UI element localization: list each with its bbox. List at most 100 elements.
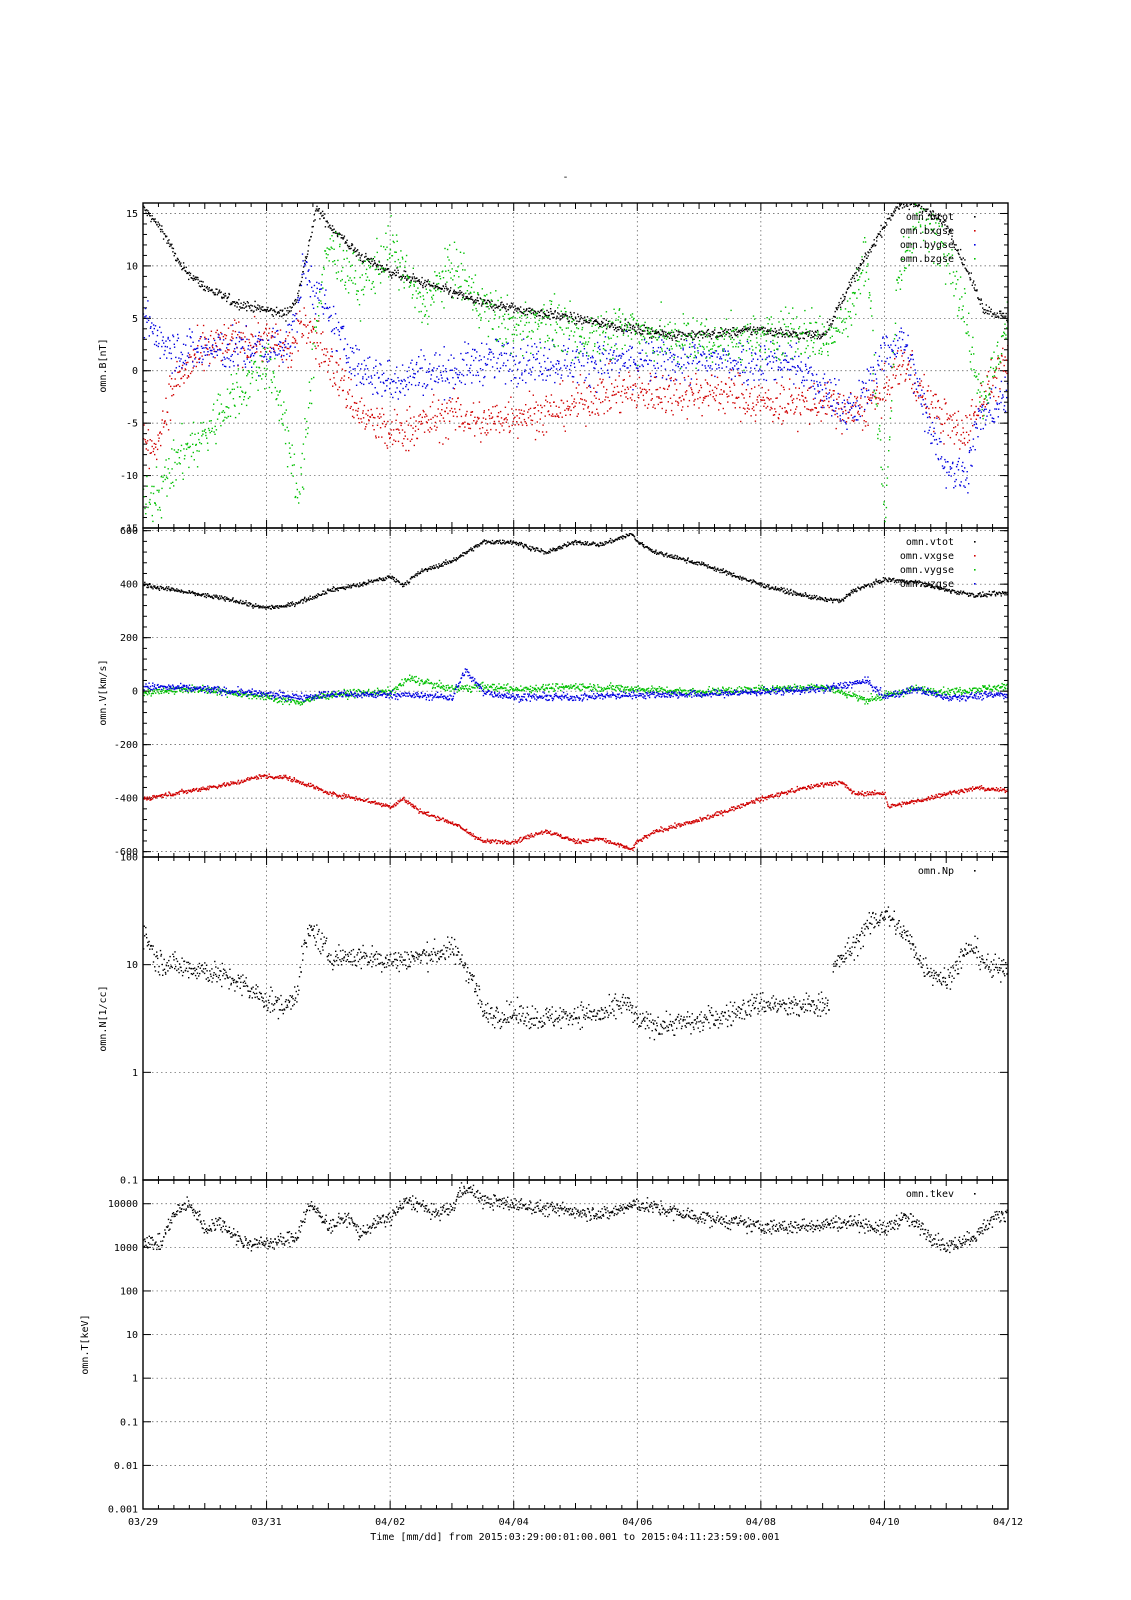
- data-point: [265, 309, 267, 311]
- data-point: [524, 310, 526, 313]
- data-point: [564, 430, 566, 432]
- data-point: [171, 448, 173, 450]
- data-point: [475, 307, 477, 310]
- data-point: [842, 411, 844, 413]
- data-point: [638, 328, 640, 330]
- data-point: [339, 243, 341, 246]
- data-point: [962, 263, 964, 265]
- data-point: [759, 368, 761, 370]
- data-point: [390, 378, 393, 381]
- data-point: [818, 392, 820, 394]
- data-point: [1002, 396, 1004, 398]
- data-point: [252, 355, 255, 357]
- data-point: [430, 304, 432, 306]
- data-point: [582, 403, 584, 405]
- data-point: [569, 414, 571, 416]
- data-point: [646, 407, 649, 409]
- data-point: [466, 297, 469, 299]
- data-point: [349, 265, 352, 268]
- data-point: [262, 373, 264, 375]
- data-point: [858, 267, 860, 269]
- data-point: [210, 352, 212, 355]
- data-point: [239, 386, 242, 388]
- data-point: [553, 316, 555, 319]
- data-point: [717, 332, 719, 334]
- data-point: [393, 272, 395, 275]
- data-point: [547, 368, 550, 371]
- data-point: [719, 358, 721, 360]
- data-point: [311, 303, 314, 306]
- data-point: [673, 334, 676, 336]
- data-point: [266, 368, 268, 370]
- data-point: [738, 374, 740, 377]
- data-point: [597, 414, 600, 416]
- data-point: [500, 352, 502, 354]
- data-point: [275, 398, 277, 401]
- data-point: [423, 431, 426, 433]
- data-point: [517, 382, 519, 385]
- data-point: [434, 271, 436, 273]
- data-point: [409, 440, 412, 442]
- data-point: [611, 368, 613, 371]
- data-point: [206, 286, 208, 289]
- data-point: [241, 390, 243, 392]
- data-point: [357, 373, 359, 375]
- data-point: [909, 201, 910, 202]
- data-point: [160, 331, 162, 334]
- data-point: [864, 425, 867, 427]
- data-point: [741, 383, 743, 386]
- data-point: [359, 259, 362, 262]
- data-point: [215, 331, 217, 334]
- data-point: [442, 270, 444, 272]
- data-point: [175, 367, 177, 369]
- data-point: [826, 331, 828, 333]
- data-point: [873, 239, 875, 241]
- data-point: [399, 266, 401, 268]
- data-point: [964, 267, 966, 269]
- data-point: [156, 224, 158, 226]
- data-point: [410, 383, 413, 386]
- data-point: [707, 328, 710, 331]
- data-point: [157, 509, 159, 511]
- data-point: [310, 329, 312, 332]
- data-point: [325, 348, 328, 350]
- data-point: [361, 421, 363, 423]
- data-point: [332, 240, 335, 242]
- data-point: [822, 400, 825, 402]
- data-point: [422, 286, 424, 289]
- data-point: [359, 381, 361, 383]
- data-point: [287, 430, 290, 432]
- data-point: [618, 375, 620, 377]
- data-point: [268, 332, 270, 334]
- data-point: [299, 322, 301, 325]
- data-point: [143, 424, 145, 426]
- data-point: [704, 397, 706, 399]
- data-point: [605, 328, 608, 330]
- data-point: [362, 378, 364, 380]
- data-point: [515, 307, 517, 310]
- data-point: [573, 406, 575, 409]
- data-point: [388, 432, 390, 434]
- data-point: [236, 306, 238, 308]
- data-point: [835, 427, 837, 430]
- data-point: [408, 381, 410, 384]
- data-point: [911, 200, 912, 201]
- data-point: [222, 363, 224, 366]
- data-point: [207, 288, 209, 290]
- data-point: [941, 423, 944, 426]
- data-point: [866, 368, 868, 370]
- data-point: [950, 231, 952, 233]
- data-point: [295, 301, 298, 303]
- data-point: [572, 350, 574, 352]
- data-point: [336, 350, 338, 352]
- data-point: [155, 221, 157, 224]
- data-point: [149, 503, 151, 505]
- data-point: [152, 324, 155, 326]
- data-point: [832, 409, 834, 412]
- data-point: [787, 335, 790, 338]
- data-point: [531, 419, 534, 422]
- data-point: [193, 459, 195, 461]
- data-point: [188, 446, 191, 449]
- data-point: [232, 383, 234, 385]
- data-point: [533, 413, 536, 415]
